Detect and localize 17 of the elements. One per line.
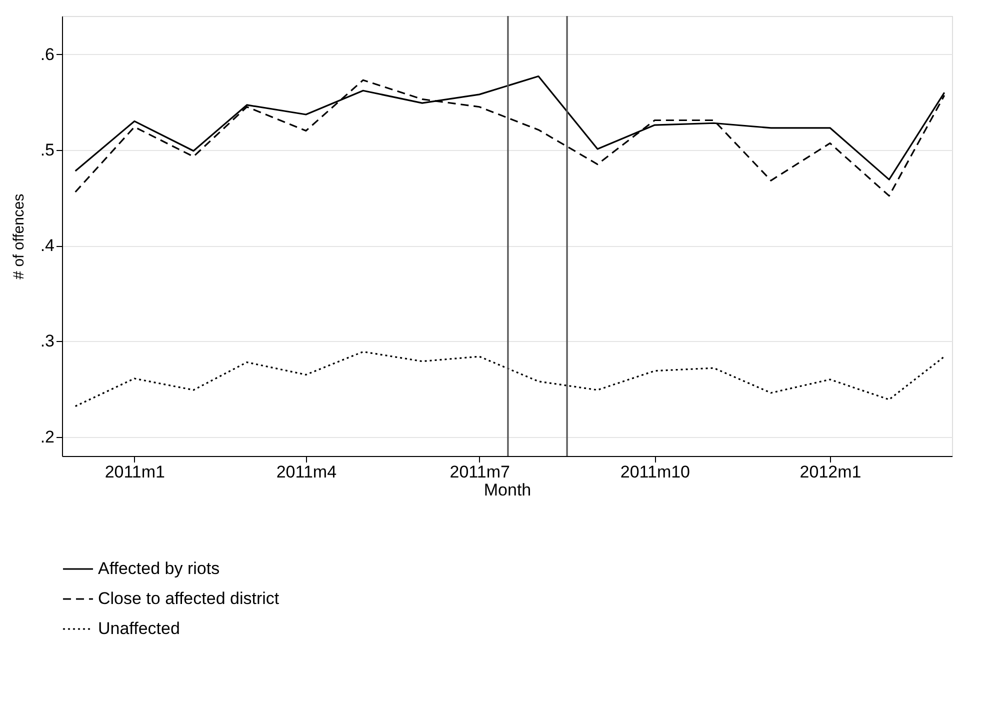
- x-tick-label: 2011m1: [104, 462, 166, 482]
- y-tick-label: .4: [40, 236, 54, 256]
- x-axis-title: Month: [484, 480, 532, 500]
- line-series: [74, 79, 946, 197]
- legend-label: Close to affected district: [98, 589, 280, 608]
- line-series: [74, 350, 946, 408]
- y-tick-label: .2: [40, 427, 54, 446]
- y-tick-label: .5: [40, 140, 54, 160]
- x-tick-label: 2011m4: [276, 462, 337, 482]
- x-tick-label: 2012m1: [800, 462, 862, 482]
- y-tick-label: .3: [40, 332, 54, 351]
- legend-label: Affected by riots: [98, 559, 220, 578]
- x-tick-label: 2011m7: [450, 462, 510, 482]
- y-tick-label: .6: [40, 44, 54, 64]
- legend-label: Unaffected: [98, 619, 180, 638]
- x-tick-label: 2011m10: [620, 462, 690, 482]
- y-axis-title: # of offences: [10, 194, 28, 280]
